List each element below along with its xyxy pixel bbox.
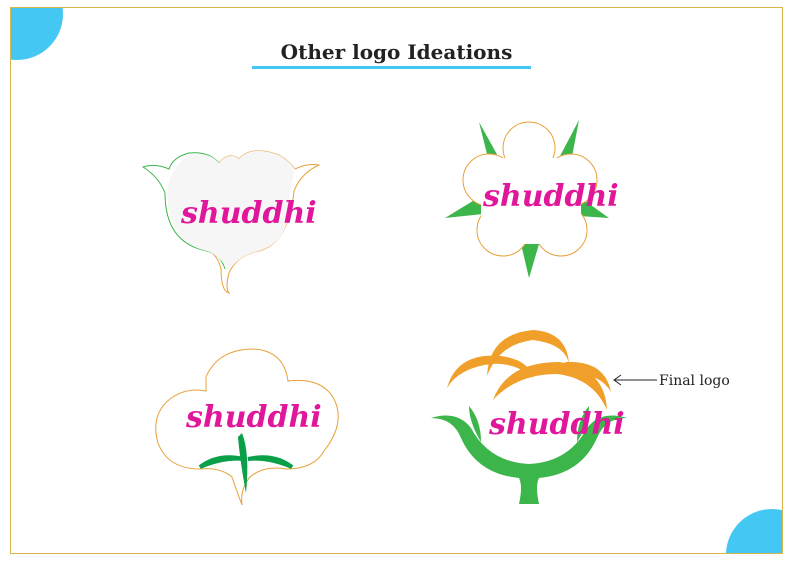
leaf-left [445, 196, 483, 218]
final-logo-label: Final logo [659, 373, 730, 389]
title-underline [252, 66, 531, 69]
artboard-frame: Other logo Ideations shuddhi shuddhi shu… [10, 7, 783, 554]
boll-body-green [431, 415, 627, 504]
boll-arc-left [447, 355, 533, 388]
sprout-stem [238, 433, 248, 493]
leaf-top-right [559, 120, 579, 162]
leaf-right [579, 198, 609, 218]
boll-arc-top [487, 330, 569, 376]
corner-decoration-bottom-right [726, 509, 782, 553]
leaf-bottom [521, 244, 539, 278]
logo-text-cloud: shuddhi [185, 400, 322, 435]
logo-tulip: shuddhi [141, 150, 321, 294]
leaf-top-left [479, 122, 499, 162]
tulip-outline-green [141, 152, 226, 270]
logo-cloud-sprout: shuddhi [155, 348, 339, 506]
tulip-fill [167, 150, 295, 271]
logo-text-tulip: shuddhi [180, 196, 317, 231]
logo-cotton-boll-final: shuddhi [431, 330, 627, 504]
boll-leaf-left-inner [469, 406, 481, 442]
logo-text-final: shuddhi [488, 407, 625, 442]
boll-arc-far-right [565, 361, 611, 392]
page-title: Other logo Ideations [280, 40, 513, 64]
flower-body [462, 121, 598, 257]
boll-leaf-right-inner [577, 406, 589, 442]
logo-text-flower: shuddhi [482, 179, 619, 214]
sprout-leaf-left [198, 455, 245, 469]
annotation-arrow-icon [613, 374, 657, 386]
sprout-leaf-right [247, 455, 294, 469]
boll-arc-right [493, 362, 607, 410]
logo-flower-leaves: shuddhi [445, 120, 619, 278]
